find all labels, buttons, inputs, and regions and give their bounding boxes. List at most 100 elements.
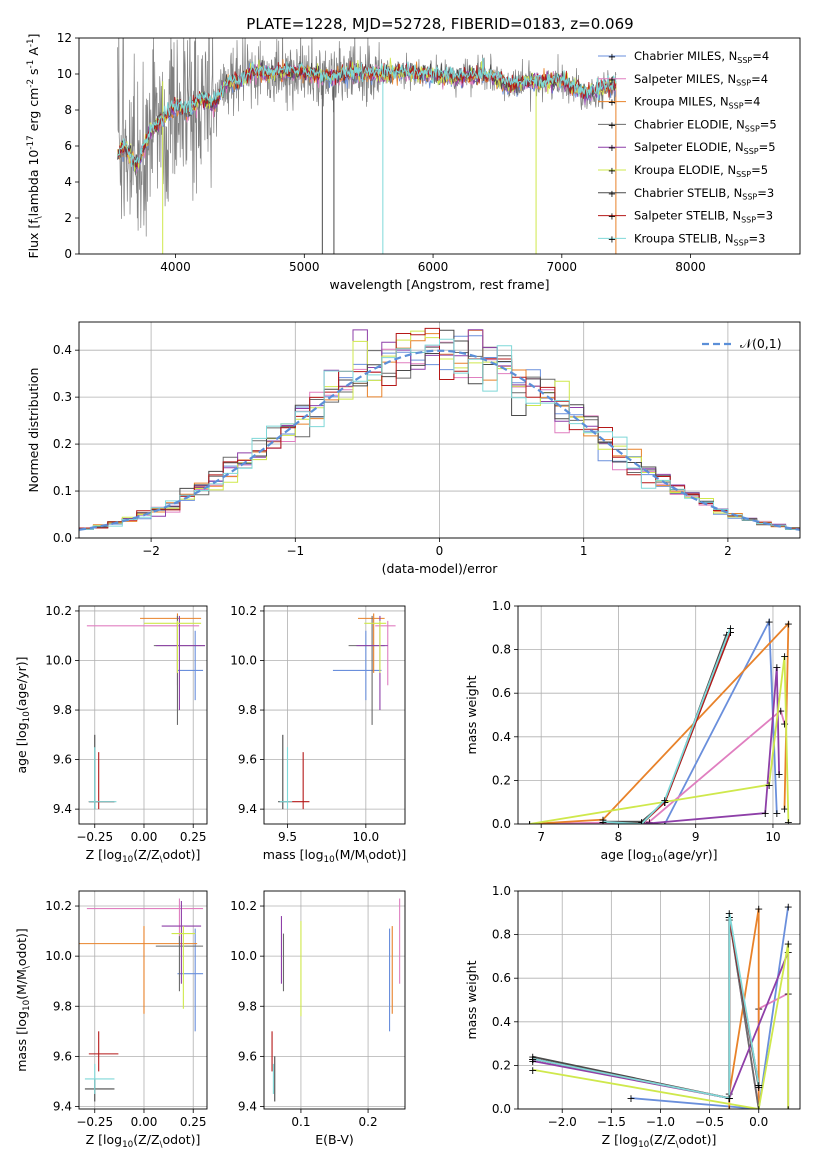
y-tick-label: 0.3 bbox=[53, 390, 72, 404]
plot-area bbox=[79, 327, 800, 533]
y-tick-label: 0.6 bbox=[492, 686, 511, 700]
y-axis-label: mass weight bbox=[464, 960, 479, 1039]
grid bbox=[79, 891, 207, 1109]
error-bar-point bbox=[84, 1063, 115, 1094]
weight-point-marker: + bbox=[764, 615, 773, 628]
x-axis-label: wavelength [Angstrom, rest frame] bbox=[329, 277, 549, 292]
weight-point-marker: + bbox=[637, 818, 646, 831]
error-bar-point bbox=[287, 752, 310, 810]
weight-point-marker: + bbox=[725, 907, 734, 920]
weight-point-marker: + bbox=[722, 628, 731, 641]
axes-frame bbox=[517, 605, 801, 825]
axes-frame bbox=[517, 890, 801, 1110]
x-axis-label: Z [log10(Z/Z\odot)] bbox=[86, 1132, 201, 1150]
plot-area: +++++++++++++++++++++++++++++++++++ bbox=[528, 900, 793, 1116]
weight-point-marker: + bbox=[780, 650, 789, 663]
histogram-legend: 𝒩(0,1) bbox=[702, 336, 782, 351]
x-tick-label: 5000 bbox=[289, 260, 320, 274]
error-bar-point bbox=[140, 613, 202, 673]
y-tick-label: 10.0 bbox=[45, 949, 72, 963]
spectrum-panel: 4000 5000 6000 7000 8000 0 2 4 6 8 10 12 wavelength … bbox=[26, 31, 801, 292]
x-axis-label: E(B-V) bbox=[315, 1132, 354, 1147]
weight-point-marker: + bbox=[637, 816, 646, 829]
weight-point-marker: + bbox=[772, 807, 781, 820]
error-bar-point bbox=[364, 620, 387, 673]
x-axis-label: Z [log10(Z/Z\odot)] bbox=[86, 847, 201, 865]
y-axis-label: age [log10(age/yr)] bbox=[14, 656, 32, 773]
weight-point-marker: + bbox=[626, 1092, 635, 1105]
y-tick-label: 6 bbox=[64, 139, 72, 153]
y-axis-label: Normed distribution bbox=[26, 368, 41, 493]
y-tick-label: 9.4 bbox=[238, 1099, 257, 1113]
y-axis-label: mass [log10(M/M\odot)] bbox=[14, 928, 32, 1072]
x-axis-label: (data-model)/error bbox=[382, 561, 499, 576]
y-tick-label: 0.8 bbox=[492, 928, 511, 942]
x-tick-label: 0.25 bbox=[180, 1115, 207, 1129]
x-tick-label: 0.00 bbox=[131, 1115, 158, 1129]
x-tick-label: 8 bbox=[615, 830, 623, 844]
y-tick-label: 9.6 bbox=[53, 1049, 72, 1063]
error-bar-point bbox=[155, 936, 204, 992]
weight-point-marker: + bbox=[645, 816, 654, 829]
weight-point-marker: + bbox=[660, 794, 669, 807]
weight-point-marker: + bbox=[725, 1103, 734, 1116]
y-tick-label: 2 bbox=[64, 211, 72, 225]
legend-label: Kroupa STELIB, NSSP=3 bbox=[634, 231, 765, 247]
legend-label: Kroupa MILES, NSSP=4 bbox=[634, 95, 760, 111]
weight-point-marker: + bbox=[776, 705, 785, 718]
y-tick-label: 0.8 bbox=[492, 643, 511, 657]
x-tick-label: 0.00 bbox=[131, 830, 158, 844]
x-tick-label: 8000 bbox=[675, 260, 706, 274]
figure-title: PLATE=1228, MJD=52728, FIBERID=0183, z=0… bbox=[246, 15, 633, 33]
weight-point-marker: + bbox=[637, 818, 646, 831]
error-bar-point bbox=[375, 620, 396, 686]
weight-point-marker: + bbox=[525, 818, 534, 831]
error-bar-point bbox=[358, 613, 385, 673]
y-tick-label: 0.4 bbox=[53, 343, 72, 357]
weight-series-line bbox=[532, 917, 760, 1100]
weight-point-marker: + bbox=[726, 622, 735, 635]
weight-point-marker: + bbox=[528, 1053, 537, 1066]
legend-marker: + bbox=[608, 52, 616, 63]
y-axis-label: mass weight bbox=[464, 675, 479, 754]
weight-point-marker: + bbox=[660, 796, 669, 809]
plot-area bbox=[278, 613, 396, 810]
weight-point-marker: + bbox=[726, 626, 735, 639]
weight-point-marker: + bbox=[525, 818, 534, 831]
x-axis-label: mass [log10(M/M\odot)] bbox=[263, 847, 407, 865]
x-tick-label: 10 bbox=[765, 830, 780, 844]
x-tick-label: −1.5 bbox=[597, 1115, 626, 1129]
weight-series-line bbox=[602, 627, 732, 824]
y-tick-label: 0.2 bbox=[492, 773, 511, 787]
x-tick-label: −2 bbox=[142, 544, 160, 558]
error-bar-point bbox=[88, 734, 115, 810]
y-tick-label: 10.0 bbox=[230, 654, 257, 668]
error-bar-point bbox=[84, 1078, 115, 1102]
legend-label: Salpeter MILES, NSSP=4 bbox=[634, 72, 768, 88]
weight-series-line bbox=[529, 709, 786, 824]
x-tick-label: −0.25 bbox=[76, 1115, 113, 1129]
weight-point-marker: + bbox=[528, 1055, 537, 1068]
y-tick-label: 10 bbox=[57, 67, 72, 81]
error-bar-point bbox=[279, 747, 293, 810]
error-bar-point bbox=[155, 615, 206, 711]
y-tick-label: 0.1 bbox=[53, 484, 72, 498]
axes-frame bbox=[263, 605, 406, 825]
y-tick-label: 10.0 bbox=[45, 654, 72, 668]
x-tick-label: 9 bbox=[692, 830, 700, 844]
y-tick-label: 0.0 bbox=[492, 1102, 511, 1116]
y-tick-label: 0 bbox=[64, 247, 72, 261]
y-tick-label: 0.2 bbox=[492, 1058, 511, 1072]
y-tick-label: 9.4 bbox=[53, 802, 72, 816]
legend-label: Chabrier MILES, NSSP=4 bbox=[634, 49, 769, 65]
weight-point-marker: + bbox=[660, 818, 669, 831]
y-tick-label: 1.0 bbox=[492, 884, 511, 898]
weight-point-marker: + bbox=[754, 1079, 763, 1092]
x-tick-label: 0.25 bbox=[180, 830, 207, 844]
y-tick-label: 0.2 bbox=[53, 437, 72, 451]
axes-frame bbox=[78, 605, 208, 825]
y-tick-label: 10.2 bbox=[45, 604, 72, 618]
error-bar-point bbox=[88, 747, 117, 810]
y-tick-label: 9.8 bbox=[238, 703, 257, 717]
age-vs-mass-panel: 9.5 10.0 9.4 9.6 9.8 10.0 10.2 mass [log10(M/M\… bbox=[230, 604, 406, 865]
